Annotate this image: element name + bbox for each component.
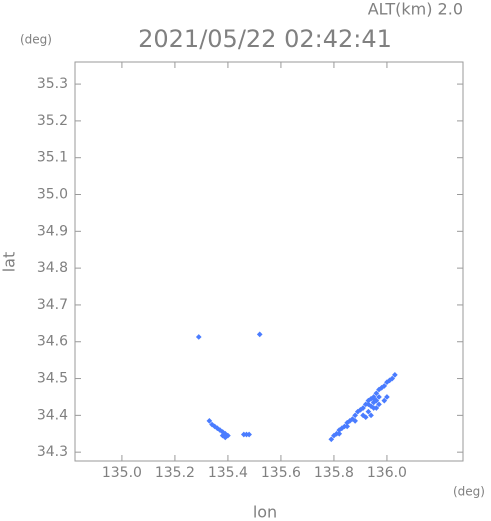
y-tick-label: 34.5 bbox=[37, 371, 68, 387]
x-tick-label: 135.2 bbox=[155, 465, 195, 481]
point bbox=[352, 418, 358, 424]
y-tick-label: 35.0 bbox=[37, 187, 68, 203]
point bbox=[365, 408, 372, 415]
point bbox=[360, 405, 366, 411]
point bbox=[328, 436, 335, 443]
point bbox=[381, 383, 388, 389]
altitude-label: ALT(km) 2.0 bbox=[368, 0, 463, 19]
point bbox=[373, 405, 380, 411]
point bbox=[381, 397, 388, 404]
x-tick-label: 135.8 bbox=[314, 465, 354, 481]
point bbox=[370, 395, 377, 402]
point bbox=[376, 394, 382, 400]
point bbox=[344, 423, 351, 430]
plot-frame bbox=[74, 61, 464, 462]
chart-title: 2021/05/22 02:42:41 bbox=[138, 25, 392, 53]
point bbox=[384, 394, 390, 400]
y-tick-label: 34.8 bbox=[37, 260, 68, 276]
x-tick-label: 135.4 bbox=[208, 465, 248, 481]
point bbox=[376, 401, 382, 408]
x-tick-label: 135.0 bbox=[102, 465, 142, 481]
point bbox=[392, 372, 398, 378]
y-tick-label: 35.3 bbox=[37, 76, 68, 92]
x-tick-label: 136.0 bbox=[367, 465, 407, 481]
point bbox=[368, 403, 374, 409]
point bbox=[206, 418, 213, 424]
point bbox=[352, 412, 358, 419]
x-axis-label: lon bbox=[253, 503, 277, 521]
point bbox=[336, 430, 343, 437]
point bbox=[195, 334, 202, 340]
point bbox=[246, 431, 252, 438]
y-tick-label: 35.2 bbox=[37, 113, 68, 129]
x-unit: (deg) bbox=[453, 485, 485, 499]
y-unit: (deg) bbox=[20, 33, 52, 47]
point bbox=[362, 414, 369, 421]
x-tick-label: 135.6 bbox=[261, 465, 301, 481]
y-tick-label: 34.4 bbox=[37, 407, 68, 423]
point bbox=[373, 390, 380, 397]
point bbox=[256, 331, 263, 338]
point bbox=[389, 375, 396, 382]
y-tick-label: 34.9 bbox=[37, 223, 68, 239]
y-axis-label: lat bbox=[0, 252, 19, 273]
y-tick-label: 35.1 bbox=[37, 150, 68, 166]
y-tick-label: 34.7 bbox=[37, 297, 68, 313]
y-tick-label: 34.3 bbox=[37, 444, 68, 460]
y-tick-label: 34.6 bbox=[37, 334, 68, 350]
point bbox=[368, 412, 374, 419]
point bbox=[222, 434, 229, 441]
